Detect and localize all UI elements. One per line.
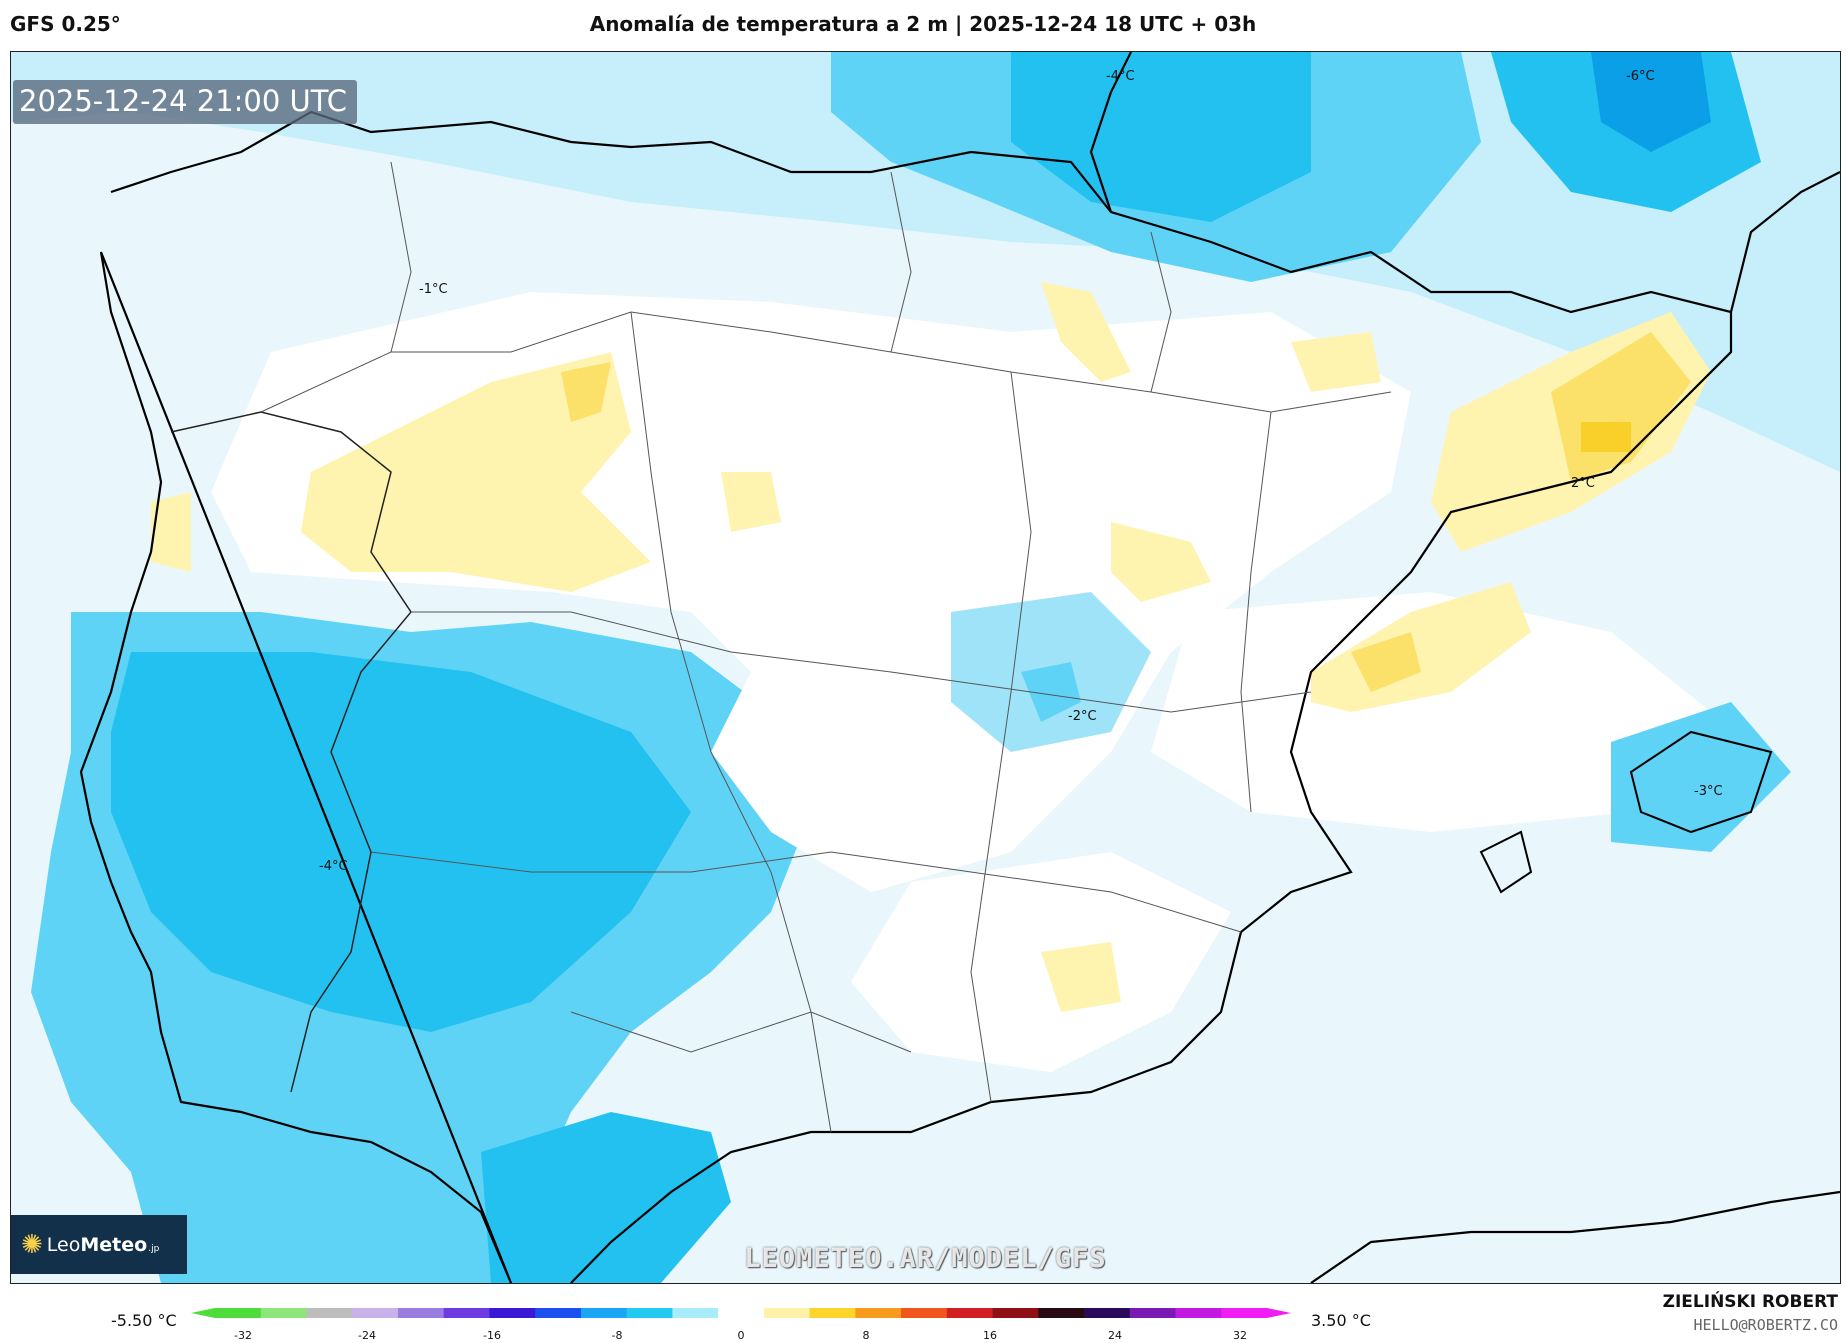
neutral-zone-east [1151, 592, 1711, 832]
colorbar-segment [215, 1308, 262, 1318]
colorbar-max-arrow [1267, 1308, 1291, 1318]
cold-zone-southwest-core [111, 652, 691, 1032]
regional-border-6 [1240, 411, 1272, 813]
cold-zone-central-core [1021, 662, 1081, 722]
colorbar-segment [1084, 1308, 1131, 1318]
warm-zone-catalonia-core [1581, 422, 1631, 452]
colorbar-segment [260, 1308, 308, 1318]
regional-border-5 [970, 371, 1032, 1103]
cold-zone-ne-core [1591, 52, 1711, 152]
colorbar-min-arrow [191, 1308, 215, 1318]
colorbar-segment [1221, 1308, 1268, 1318]
colorbar-segment [809, 1308, 856, 1318]
colorbar [191, 1308, 1291, 1318]
regional-border-3 [370, 851, 1242, 933]
author-name: ZIELIŃSKI ROBERT [1662, 1292, 1838, 1312]
colorbar-tick: -32 [234, 1329, 252, 1342]
contour-label-ne-corner: -6°C [1626, 69, 1655, 84]
contour-label-central: -2°C [1068, 709, 1097, 724]
warm-zone-madrid [721, 472, 781, 532]
logo-tld: .jp [148, 1243, 160, 1254]
colorbar-tick: 32 [1233, 1329, 1247, 1342]
mallorca-coastline [1629, 730, 1773, 834]
warm-zone-portugal-north [151, 492, 191, 572]
colorbar-segment [626, 1308, 673, 1318]
colorbar-segment [1129, 1308, 1177, 1318]
logo-name-bold: Meteo [80, 1233, 148, 1256]
warm-zone-castilla-core [561, 362, 611, 422]
portugal-spain-border [170, 411, 412, 1093]
regional-border-7 [390, 161, 1172, 393]
colorbar-segment [489, 1308, 536, 1318]
model-name: GFS 0.25° [10, 12, 121, 36]
colorbar-segment [763, 1308, 811, 1318]
warm-zone-castilla [301, 352, 651, 592]
colorbar-min-label: -5.50 °C [111, 1311, 177, 1330]
colorbar-segment [443, 1308, 491, 1318]
colorbar-segment [672, 1308, 719, 1318]
valid-time-badge: 2025-12-24 21:00 UTC [13, 80, 358, 124]
logo-name-light: Leo [46, 1233, 81, 1256]
colorbar-tick: -16 [483, 1329, 501, 1342]
map-canvas [11, 52, 1840, 1283]
colorbar-tick: -24 [358, 1329, 376, 1342]
ibiza-coastline [1479, 830, 1533, 894]
colorbar-segment [946, 1308, 994, 1318]
warm-zone-valencia-core [1351, 632, 1421, 692]
contour-label-balearics: -3°C [1694, 784, 1723, 799]
map-title: Anomalía de temperatura a 2 m | 2025-12-… [589, 12, 1257, 36]
cold-zone-south [481, 1112, 731, 1283]
colorbar-segment [901, 1308, 948, 1318]
colorbar-segment [352, 1308, 399, 1318]
warm-zone-murcia [1041, 942, 1121, 1012]
colorbar-tick: 24 [1108, 1329, 1122, 1342]
france-coastline [1089, 52, 1132, 213]
colorbar-ticks: -32 -24 -16 -8 0 8 16 24 32 [0, 1329, 1846, 1343]
regional-border-1 [260, 311, 1392, 413]
colorbar-segment [1038, 1308, 1085, 1318]
contour-label-n-pyrenees: -4°C [1106, 69, 1135, 84]
regional-border-2 [411, 611, 1312, 713]
colorbar-tick: 8 [862, 1329, 870, 1342]
warm-zone-rioja [1041, 282, 1131, 382]
author-email[interactable]: HELLO@ROBERTZ.CO [1693, 1316, 1839, 1334]
colorbar-segment [397, 1308, 445, 1318]
colorbar-tick: -8 [611, 1329, 623, 1342]
iberia-coastline [79, 110, 1733, 1283]
contour-label-portugal: -4°C [319, 859, 348, 874]
warm-zone-teruel [1111, 522, 1211, 602]
colorbar-segment [580, 1308, 628, 1318]
contour-label-galicia: -1°C [419, 282, 448, 297]
colorbar-max-label: 3.50 °C [1311, 1311, 1371, 1330]
source-watermark: LEOMETEO.AR/MODEL/GFS [744, 1243, 1107, 1274]
colorbar-tick: 16 [983, 1329, 997, 1342]
warm-zone-aragon [1291, 332, 1381, 392]
africa-coastline [1310, 1190, 1840, 1283]
colorbar-segment [992, 1308, 1039, 1318]
colorbar-segment [718, 1308, 765, 1318]
france-med-coastline [1729, 171, 1840, 313]
leometeo-logo[interactable]: ✺ Leo Meteo .jp [11, 1215, 187, 1274]
colorbar-segment [1175, 1308, 1222, 1318]
colorbar-segment [535, 1308, 582, 1318]
contour-label-catalonia: 2°C [1571, 476, 1595, 491]
regional-border-8 [570, 1011, 912, 1053]
colorbar-segment [306, 1308, 353, 1318]
sun-icon: ✺ [21, 1229, 43, 1260]
neutral-zone-southeast [851, 852, 1231, 1072]
colorbar-tick: 0 [737, 1329, 745, 1342]
temperature-anomaly-map[interactable]: 2025-12-24 21:00 UTC -4°C -6°C -1°C 2°C … [10, 51, 1841, 1284]
colorbar-segment [855, 1308, 902, 1318]
